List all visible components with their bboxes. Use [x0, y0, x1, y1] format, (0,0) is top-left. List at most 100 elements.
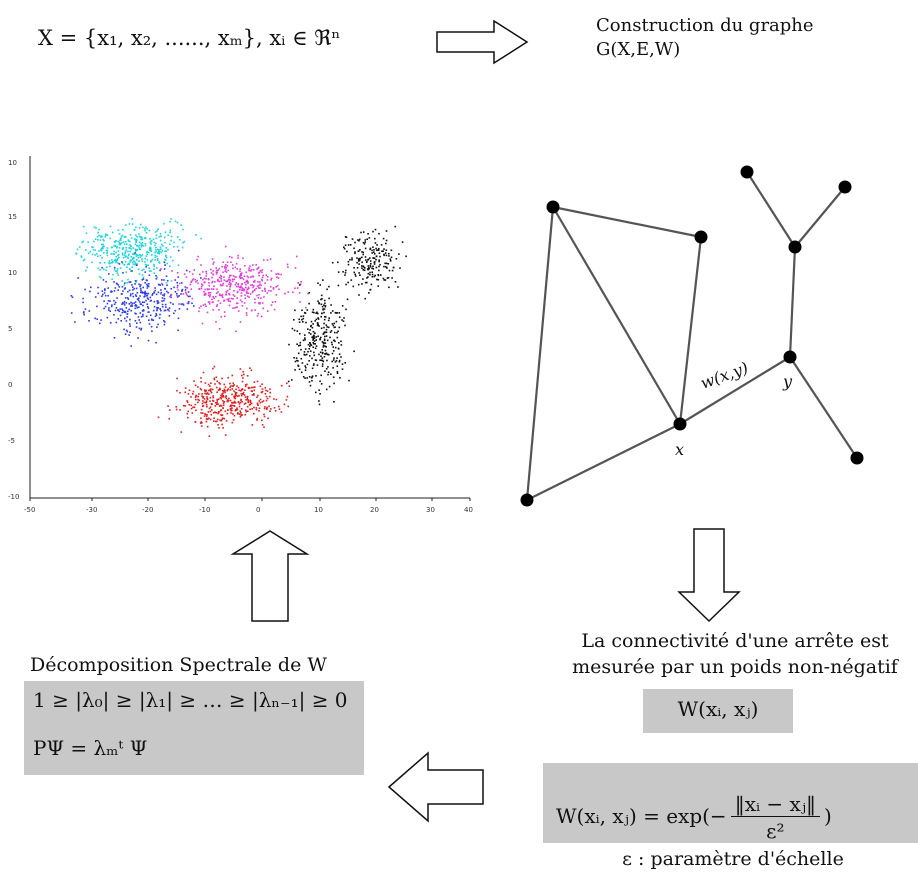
scatter-point	[160, 293, 162, 295]
scatter-point	[75, 252, 77, 255]
scatter-point	[328, 317, 330, 319]
scatter-point	[156, 252, 159, 254]
scatter-point	[225, 280, 227, 283]
scatter-point	[142, 245, 144, 247]
scatter-point	[308, 376, 311, 378]
scatter-point	[343, 317, 345, 319]
scatter-point	[328, 285, 330, 288]
scatter-point	[211, 298, 213, 301]
scatter-point	[321, 341, 324, 343]
scatter-point	[267, 310, 269, 312]
scatter-point	[254, 386, 256, 388]
scatter-point	[186, 400, 188, 402]
scatter-point	[219, 387, 221, 390]
scatter-point	[97, 286, 99, 289]
scatter-point	[238, 403, 241, 405]
scatter-point	[124, 311, 127, 314]
scatter-point	[92, 248, 95, 251]
scatter-point	[276, 276, 278, 278]
scatter-point	[309, 343, 312, 346]
scatter-point	[149, 261, 152, 263]
scatter-point	[81, 241, 83, 244]
scatter-point	[338, 353, 341, 355]
scatter-point	[229, 300, 232, 303]
scatter-point	[146, 287, 149, 289]
scatter-point	[100, 236, 102, 238]
scatter-point	[200, 287, 203, 290]
scatter-point	[127, 250, 129, 253]
scatter-point	[126, 282, 128, 284]
scatter-point	[225, 397, 228, 400]
scatter-point	[302, 317, 305, 320]
scatter-point	[233, 395, 235, 398]
scatter-point	[106, 316, 109, 319]
scatter-point	[264, 290, 266, 292]
scatter-point	[105, 234, 107, 237]
scatter-point	[145, 226, 147, 229]
scatter-point	[164, 250, 166, 253]
scatter-point	[217, 403, 219, 405]
scatter-point	[333, 357, 335, 359]
scatter-point	[165, 256, 168, 259]
scatter-point	[331, 261, 334, 264]
scatter-point	[231, 393, 233, 396]
scatter-point	[105, 280, 107, 283]
scatter-point	[321, 352, 324, 355]
scatter-point	[302, 321, 304, 323]
scatter-point	[196, 279, 198, 282]
scatter-point	[155, 234, 158, 237]
scatter-point	[141, 291, 143, 293]
scatter-point	[221, 418, 223, 421]
scatter-point	[226, 409, 229, 411]
scatter-point	[203, 389, 206, 391]
scatter-point	[85, 249, 87, 251]
scatter-point	[130, 309, 132, 312]
scatter-point	[155, 242, 157, 245]
scatter-point	[209, 410, 212, 413]
scatter-point	[330, 330, 333, 332]
scatter-point	[236, 395, 239, 398]
scatter-point	[245, 409, 247, 411]
scatter-point	[299, 341, 302, 344]
scatter-point	[242, 391, 245, 394]
scatter-point	[176, 292, 178, 295]
scatter-point	[212, 399, 214, 402]
scatter-point	[256, 380, 259, 383]
scatter-point	[233, 390, 235, 392]
scatter-point	[315, 336, 317, 338]
scatter-point	[356, 257, 358, 259]
scatter-point	[218, 405, 221, 407]
scatter-point	[136, 292, 139, 294]
scatter-point	[307, 328, 309, 330]
scatter-point	[344, 274, 346, 276]
scatter-point	[257, 404, 259, 406]
scatter-point	[229, 279, 231, 281]
scatter-point	[212, 412, 215, 414]
scatter-point	[323, 308, 326, 310]
scatter-point	[219, 293, 221, 296]
scatter-point	[96, 318, 98, 320]
scatter-point	[244, 396, 247, 398]
scatter-point	[156, 326, 158, 328]
scatter-point	[320, 359, 323, 362]
scatter-point	[108, 307, 110, 309]
scatter-point	[121, 293, 123, 295]
scatter-point	[285, 399, 288, 401]
scatter-point	[332, 376, 335, 378]
scatter-point	[387, 263, 390, 265]
scatter-axes	[29, 156, 470, 499]
scatter-point	[157, 283, 160, 286]
scatter-point	[273, 398, 275, 400]
scatter-point	[233, 405, 236, 407]
scatter-point	[388, 255, 390, 257]
scatter-point	[129, 281, 132, 283]
scatter-point	[164, 303, 167, 306]
scatter-point	[250, 402, 253, 405]
scatter-point	[304, 377, 306, 379]
scatter-point	[90, 286, 92, 289]
scatter-point	[197, 401, 199, 404]
scatter-point	[214, 281, 216, 283]
scatter-point	[141, 242, 144, 244]
scatter-point	[177, 276, 180, 278]
scatter-point	[147, 285, 150, 288]
